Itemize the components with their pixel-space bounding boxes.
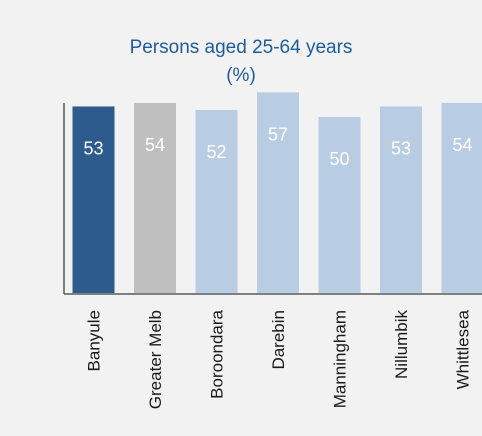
bar-greater-melb (134, 102, 176, 293)
x-tick-label: Greater Melb (146, 310, 165, 409)
bar-darebin (257, 92, 299, 293)
x-tick-label: Banyule (85, 310, 104, 371)
bar-whittlesea (441, 102, 482, 293)
data-label: 53 (83, 138, 103, 158)
x-tick-label: Whittlesea (454, 309, 473, 389)
data-label: 53 (391, 138, 411, 158)
data-label: 54 (452, 135, 472, 155)
chart-title-unit: (%) (226, 65, 256, 86)
x-tick-label: Nillumbik (392, 310, 411, 379)
bar-banyule (72, 106, 115, 293)
x-tick-label: Manningham (331, 310, 350, 408)
data-label: 57 (268, 124, 288, 144)
x-tick-label: Boroondara (208, 309, 227, 398)
bar-boroondara (195, 109, 238, 294)
data-label: 50 (329, 149, 349, 169)
bar-nillumbik (380, 106, 422, 293)
data-label: 54 (145, 135, 165, 155)
data-label: 52 (206, 142, 226, 162)
x-tick-label: Darebin (269, 310, 288, 370)
chart-title: Persons aged 25-64 years (129, 37, 353, 58)
bar-manningham (318, 117, 361, 293)
